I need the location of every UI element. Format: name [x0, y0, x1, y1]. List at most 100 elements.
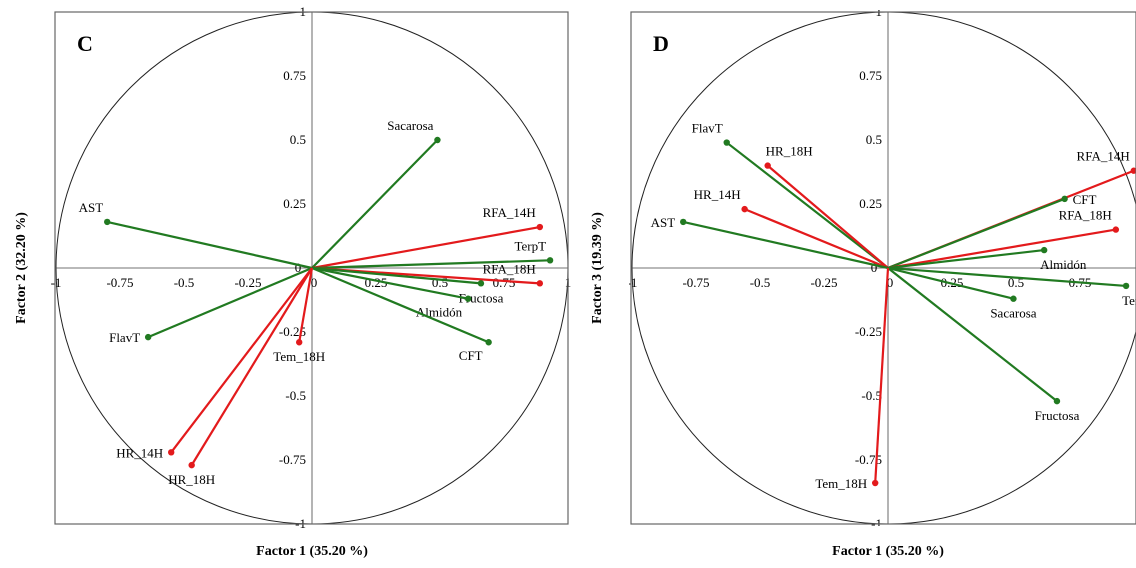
vector-label: Sacarosa — [990, 306, 1036, 321]
loading-vector — [311, 266, 469, 300]
loading-vector — [887, 197, 1066, 270]
loading-point — [1040, 246, 1048, 254]
y-tick-label: 0.25 — [283, 196, 306, 211]
y-tick-label: 0.25 — [859, 196, 882, 211]
vector-label: Sacarosa — [387, 118, 433, 133]
loading-point — [464, 295, 472, 302]
loading-point — [1112, 226, 1120, 233]
loading-point — [188, 461, 195, 469]
y-tick-label: -0.5 — [861, 388, 882, 403]
loading-vector — [298, 267, 314, 343]
x-tick-label: 0 — [311, 275, 318, 290]
loading-vector — [311, 259, 551, 270]
loading-vector — [744, 208, 889, 270]
loading-point — [1053, 397, 1061, 405]
vector-label: HR_14H — [116, 445, 163, 460]
loading-point — [168, 449, 175, 456]
loading-vector — [766, 164, 889, 269]
plot-area: -1 -0.75 -0.5 -0.25 0 0.25 0.5 0.75 1-1-0.75-0.5… — [51, 4, 572, 531]
x-tick-label: -0.25 — [810, 275, 837, 290]
loading-vector — [887, 267, 1058, 402]
loading-vector — [311, 266, 482, 285]
loading-point — [1010, 295, 1017, 302]
loading-vector — [874, 267, 890, 484]
panel-label: D — [653, 31, 669, 56]
vector-label: FlavT — [692, 121, 723, 136]
loading-vector — [311, 266, 490, 344]
y-tick-label: 0 — [871, 260, 878, 275]
y-tick-label: 1 — [876, 4, 883, 19]
loading-vector — [170, 267, 313, 453]
vector-label: Tem_18H — [273, 349, 325, 364]
y-tick-label: 0.75 — [283, 68, 306, 83]
x-tick-label: 0 — [887, 275, 894, 290]
loading-point — [104, 218, 111, 226]
loading-vector — [726, 141, 889, 269]
x-tick-label: -0.75 — [682, 275, 709, 290]
y-axis-title: Factor 2 (32.20 %) — [14, 212, 29, 324]
loading-point — [872, 479, 879, 487]
vector-label: TerpT — [515, 238, 547, 253]
loading-vector — [887, 266, 1014, 300]
x-tick-label: -0.75 — [106, 275, 133, 290]
vector-label: CFT — [1073, 192, 1097, 207]
y-tick-label: 0 — [295, 260, 302, 275]
y-tick-label: 0.75 — [859, 68, 882, 83]
loading-point — [723, 139, 730, 146]
y-tick-label: 0.5 — [866, 132, 882, 147]
loading-point — [680, 218, 687, 226]
loading-point — [434, 136, 441, 144]
x-tick-label: -0.25 — [234, 275, 261, 290]
vector-label: HR_18H — [766, 144, 813, 159]
loading-point — [477, 280, 485, 287]
vector-label: RFA_18H — [483, 261, 536, 276]
loading-vector — [311, 139, 439, 269]
loading-vector — [147, 266, 313, 339]
vector-label: RFA_14H — [483, 205, 536, 220]
loading-point — [1130, 167, 1136, 174]
plot-frame — [54, 11, 569, 525]
loading-vector — [106, 220, 313, 270]
vector-label: CFT — [459, 348, 483, 363]
y-tick-label: -0.75 — [279, 452, 306, 467]
vector-label: AST — [79, 200, 104, 215]
vector-label: Fructosa — [1035, 408, 1080, 423]
plot-area: -1 -0.75 -0.5 -0.25 0 0.25 0.5 0.75 -1 -0.75 -0.5 -… — [627, 4, 1136, 531]
y-tick-label: 0.5 — [290, 132, 306, 147]
loading-point — [1122, 282, 1130, 290]
loading-point — [1061, 195, 1068, 203]
vector-label: Almidón — [416, 305, 463, 320]
loading-vector — [887, 248, 1045, 270]
x-tick-label: 0.25 — [941, 275, 964, 290]
x-tick-label: -0.5 — [174, 275, 195, 290]
panel-label: C — [77, 31, 93, 56]
x-tick-label: 0.75 — [493, 275, 516, 290]
vector-label: Fructosa — [459, 290, 504, 305]
x-axis-title: Factor 1 (35.20 %) — [832, 544, 944, 559]
loading-point — [741, 205, 748, 213]
vector-label: HR_14H — [694, 187, 741, 202]
loading-point — [536, 223, 544, 231]
vector-label: HR_18H — [168, 472, 215, 487]
vector-label: FlavT — [109, 330, 140, 345]
x-tick-label: -1 — [627, 275, 638, 290]
y-tick-label: -1 — [871, 516, 882, 531]
panel-c: -1 -0.75 -0.5 -0.25 0 0.25 0.5 0.75 1-1-0.75-0.5… — [14, 4, 571, 559]
x-axis-title: Factor 1 (35.20 %) — [256, 544, 368, 559]
loading-point — [546, 257, 554, 264]
loading-vector — [682, 220, 889, 270]
loading-point — [764, 162, 771, 169]
loading-point — [485, 339, 492, 346]
panel-d: -1 -0.75 -0.5 -0.25 0 0.25 0.5 0.75 -1 -0.75 -0.5 -… — [590, 4, 1136, 559]
vector-label: Tem_18H — [815, 476, 867, 491]
y-tick-label: -0.75 — [855, 452, 882, 467]
y-tick-label: -0.25 — [279, 324, 306, 339]
loading-point — [144, 333, 152, 341]
loading-vector — [190, 267, 313, 466]
y-axis-title: Factor 3 (19.39 %) — [590, 212, 605, 324]
vector-label: RFA_14H — [1077, 149, 1130, 164]
y-tick-label: -0.25 — [855, 324, 882, 339]
x-tick-label: -1 — [51, 275, 62, 290]
